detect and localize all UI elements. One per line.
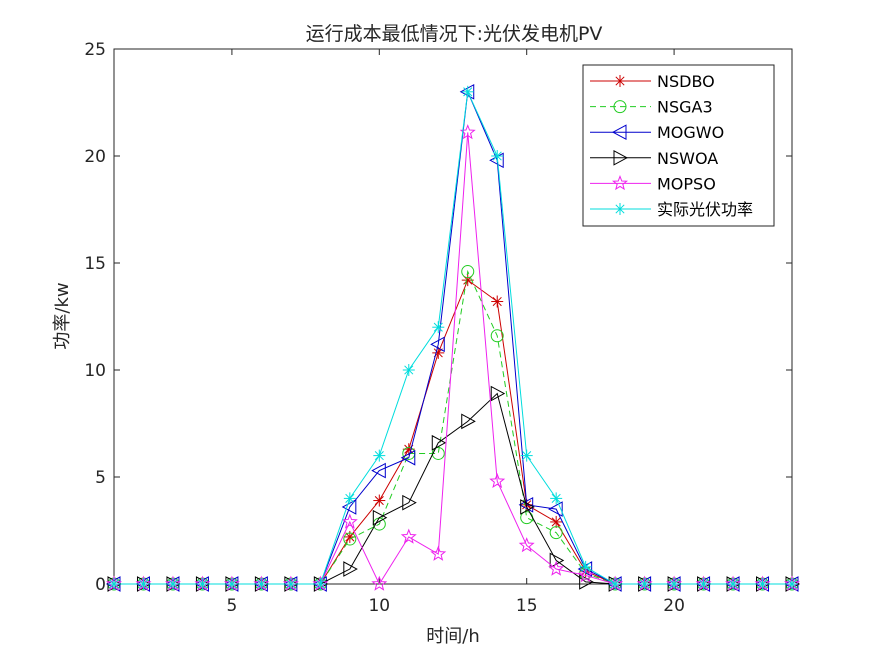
- data-point: [697, 578, 710, 590]
- data-point: [166, 578, 179, 590]
- legend-marker: [611, 124, 627, 141]
- data-point: [341, 513, 358, 529]
- data-point: [343, 492, 356, 505]
- data-point: [225, 578, 238, 590]
- data-point: [400, 528, 417, 544]
- data-point: [461, 85, 474, 98]
- data-point: [196, 578, 209, 590]
- data-point: [430, 336, 445, 353]
- data-point: [343, 561, 358, 577]
- data-point: [727, 578, 740, 590]
- data-point: [431, 446, 445, 460]
- y-axis-label: 功率/kw: [52, 282, 73, 349]
- y-tick-label: 10: [84, 361, 106, 381]
- legend-item: NSWOA: [590, 149, 718, 168]
- data-point: [550, 492, 563, 505]
- data-point: [520, 449, 533, 462]
- legend-label: MOGWO: [657, 123, 724, 142]
- legend-item: MOPSO: [590, 174, 716, 193]
- data-point: [668, 578, 681, 590]
- legend-label: NSWOA: [657, 149, 718, 168]
- legend-item: MOGWO: [590, 123, 724, 142]
- data-point: [432, 321, 445, 334]
- data-point: [577, 567, 594, 583]
- legend-marker: [614, 75, 626, 87]
- data-point: [402, 494, 417, 511]
- legend-label: NSGA3: [657, 98, 713, 117]
- y-tick-label: 5: [95, 468, 106, 488]
- x-tick-label: 15: [516, 596, 538, 616]
- data-point: [491, 150, 504, 162]
- data-point: [371, 462, 386, 479]
- x-tick-label: 5: [226, 596, 237, 616]
- legend-label: 实际光伏功率: [657, 200, 753, 219]
- data-point: [314, 578, 327, 590]
- data-point: [786, 578, 798, 590]
- data-point: [518, 496, 534, 513]
- data-point: [373, 494, 386, 507]
- x-tick-label: 20: [663, 596, 685, 616]
- data-point: [518, 537, 535, 553]
- legend-marker: [613, 100, 627, 114]
- data-point: [490, 385, 506, 402]
- data-point: [756, 578, 769, 590]
- data-point: [548, 501, 563, 517]
- data-point: [638, 578, 651, 590]
- legend-label: NSDBO: [657, 72, 715, 91]
- data-point: [343, 532, 357, 546]
- data-point: [489, 472, 506, 489]
- data-point: [550, 515, 563, 528]
- x-axis-label: 时间/h: [426, 626, 479, 647]
- data-point: [430, 545, 447, 561]
- data-point: [284, 578, 297, 590]
- series-layer: [105, 83, 801, 592]
- data-point: [609, 578, 622, 590]
- data-point: [490, 329, 504, 343]
- data-point: [108, 578, 120, 590]
- data-point: [431, 434, 447, 451]
- y-tick-label: 15: [84, 254, 106, 274]
- data-point: [520, 499, 535, 515]
- chart-title: 运行成本最低情况下:光伏发电机PV: [306, 23, 603, 45]
- data-point: [579, 560, 592, 573]
- y-tick-label: 0: [95, 575, 106, 595]
- legend-label: MOPSO: [657, 174, 716, 193]
- legend: NSDBO NSGA3 MOGWO NSWOA MOPSO 实际光伏功率: [582, 64, 775, 227]
- x-tick-label: 10: [368, 596, 390, 616]
- x-axis-ticks: 5 10 15 20: [226, 49, 685, 616]
- y-tick-label: 20: [84, 147, 106, 167]
- data-point: [373, 449, 386, 462]
- y-tick-label: 25: [84, 40, 106, 60]
- legend-item: NSGA3: [590, 98, 713, 117]
- data-point: [402, 364, 415, 376]
- data-point: [400, 449, 416, 466]
- data-point: [372, 509, 388, 526]
- legend-box: [582, 64, 775, 227]
- legend-marker: [614, 203, 626, 215]
- data-point: [491, 295, 504, 308]
- data-point: [137, 578, 150, 590]
- data-point: [461, 413, 476, 430]
- data-point: [255, 578, 268, 590]
- data-point: [371, 575, 388, 591]
- legend-marker: [612, 175, 628, 191]
- legend-item: 实际光伏功率: [590, 200, 753, 219]
- series-5: [108, 85, 798, 590]
- y-axis-ticks: 0 5 10 15 20 25: [84, 40, 792, 595]
- data-point: [549, 526, 563, 540]
- data-point: [461, 265, 475, 279]
- data-point: [548, 560, 565, 576]
- legend-marker: [613, 149, 629, 166]
- legend-item: NSDBO: [590, 72, 715, 91]
